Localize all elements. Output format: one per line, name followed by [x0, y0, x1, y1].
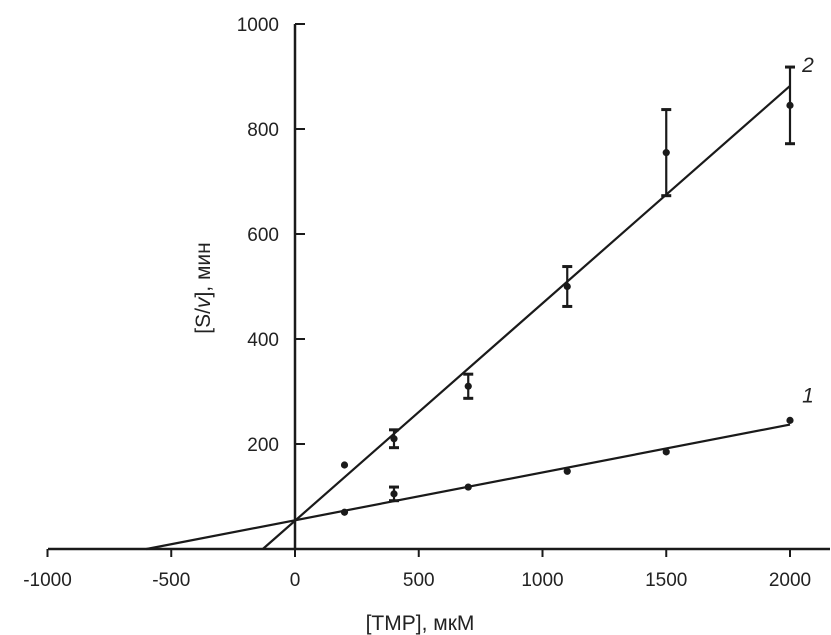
- data-point-series-1: [786, 416, 794, 424]
- data-point-series-2: [390, 435, 398, 443]
- data-point-series-2: [786, 101, 794, 109]
- tick-marks: [46, 23, 791, 557]
- data-point-series-2: [464, 382, 472, 390]
- data-point-series-1: [464, 483, 472, 491]
- x-tick-label: 2000: [769, 570, 811, 591]
- x-axis-title: [TMP], мкМ: [366, 612, 475, 635]
- data-point-series-1: [563, 467, 571, 475]
- data-points: [340, 101, 794, 516]
- y-axis-title-part-2: v: [192, 296, 215, 308]
- data-point-series-1: [340, 508, 349, 516]
- y-axis-title-part-3: ], мин: [192, 242, 215, 297]
- x-tick-label: -1000: [23, 570, 72, 591]
- data-point-series-2: [662, 149, 670, 157]
- y-tick-label: 200: [247, 435, 279, 456]
- x-tick-label: 500: [403, 570, 435, 591]
- data-point-series-1: [390, 490, 398, 498]
- y-axis-title: [S/v], мин: [192, 242, 215, 333]
- data-point-series-1: [662, 448, 670, 456]
- series-label-1: 1: [802, 385, 814, 408]
- tick-labels: -1000 -500 0 500 1000 1500 2000 200 400 600 800 100…: [23, 15, 811, 591]
- y-tick-label: 600: [247, 225, 279, 246]
- y-tick-label: 800: [247, 120, 279, 141]
- fit-line-series-2: [262, 85, 791, 550]
- x-tick-label: 1000: [521, 570, 563, 591]
- x-tick-label: -500: [152, 570, 190, 591]
- axes: [48, 24, 830, 551]
- series-labels: 12: [801, 54, 814, 408]
- y-tick-label: 400: [247, 330, 279, 351]
- fit-lines: [146, 85, 791, 551]
- x-tick-label: 0: [290, 570, 301, 591]
- data-point-series-2: [563, 282, 571, 291]
- series-label-2: 2: [801, 54, 814, 77]
- y-tick-label: 1000: [237, 15, 279, 36]
- x-tick-label: 1500: [645, 570, 687, 591]
- y-axis-title-part-1: [S/: [192, 308, 215, 334]
- data-point-series-1: [340, 461, 349, 469]
